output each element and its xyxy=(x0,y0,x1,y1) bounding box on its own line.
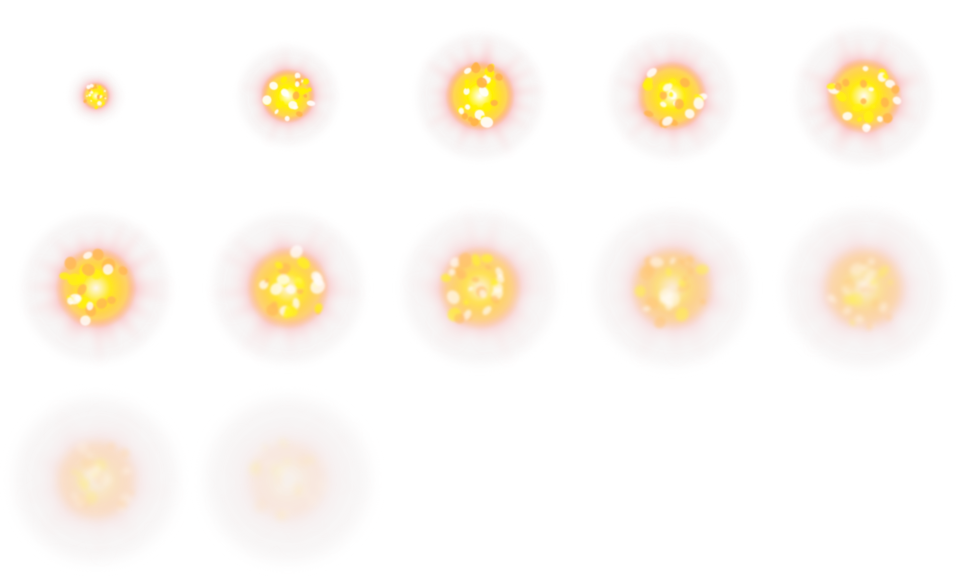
fire-fragments xyxy=(634,255,709,329)
explosion-frame-2 xyxy=(192,0,384,192)
explosion-frame-9 xyxy=(576,192,768,384)
explosion-frame-11-graphic xyxy=(14,398,179,562)
explosion-frame-5-graphic xyxy=(796,28,932,164)
explosion-frame-4 xyxy=(576,0,768,192)
explosion-frame-7 xyxy=(192,192,384,384)
explosion-frame-2-graphic xyxy=(239,45,337,145)
explosion-frame-5 xyxy=(768,0,960,192)
fire-fragments xyxy=(262,72,316,122)
fire-fragments xyxy=(642,67,708,129)
explosion-frame-6-graphic xyxy=(22,214,172,364)
explosion-frame-7-graphic xyxy=(210,213,363,363)
explosion-frame-10-graphic xyxy=(785,209,943,367)
fire-fragments xyxy=(827,258,893,331)
fire-fragments xyxy=(59,248,128,326)
fire-fragments xyxy=(826,65,902,133)
fire-fragments xyxy=(457,62,503,128)
fireball-core xyxy=(445,61,515,131)
fire-fragments xyxy=(70,441,135,513)
explosion-frame-1-graphic xyxy=(71,71,122,122)
explosion-frame-8-graphic xyxy=(403,210,557,365)
explosion-frame-3 xyxy=(384,0,576,192)
fire-fragments xyxy=(248,437,332,523)
explosion-frame-12-graphic xyxy=(206,398,370,562)
explosion-frame-6 xyxy=(0,192,192,384)
fire-fragments xyxy=(441,252,505,324)
explosion-frame-3-graphic xyxy=(417,33,545,159)
explosion-frame-10 xyxy=(768,192,960,384)
explosion-frame-8 xyxy=(384,192,576,384)
fire-fragments xyxy=(83,83,107,110)
fire-fragments xyxy=(259,245,326,319)
fireball-core xyxy=(54,246,138,330)
explosion-frame-9-graphic xyxy=(594,210,750,366)
explosion-frame-4-graphic xyxy=(609,33,735,159)
explosion-frame-11 xyxy=(0,384,192,576)
explosion-frame-12 xyxy=(192,384,384,576)
explosion-frame-1 xyxy=(0,0,192,192)
